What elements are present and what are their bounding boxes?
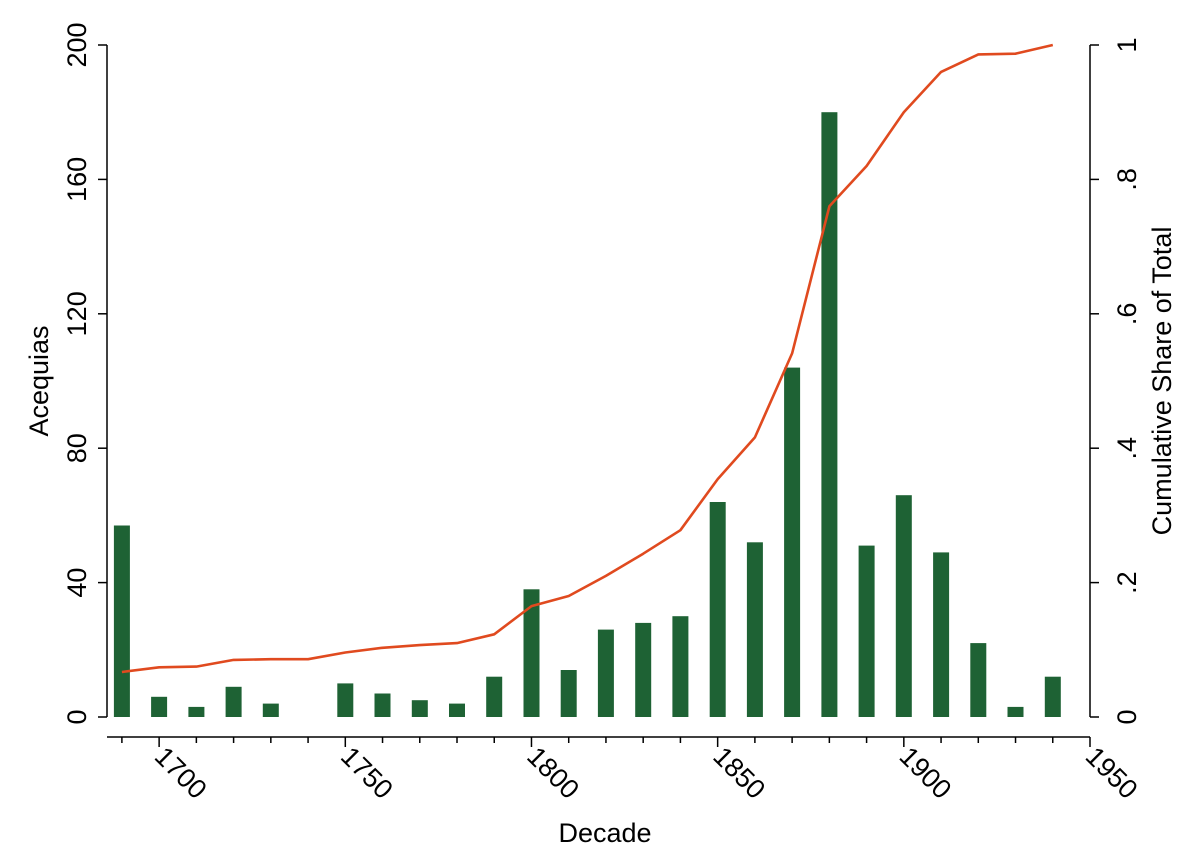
x-tick-label: 1750 [335, 741, 399, 805]
bar-1900 [895, 495, 912, 717]
y-tick-left-label: 120 [62, 291, 92, 336]
y-tick-right-label: 1 [1112, 37, 1142, 52]
bar-1790 [486, 676, 503, 717]
y-tick-left-label: 40 [62, 568, 92, 598]
cumulative-share-line [121, 43, 1054, 674]
bar-1910 [933, 552, 950, 717]
y-tick-right-label: .2 [1112, 571, 1142, 594]
bar-1940 [1044, 676, 1061, 717]
bar-1830 [635, 622, 652, 717]
bar-1860 [746, 542, 763, 717]
bar-1870 [784, 367, 801, 717]
bar-1730 [262, 703, 279, 717]
bar-1780 [449, 703, 465, 717]
bar-1820 [597, 629, 614, 717]
bar-1840 [672, 616, 689, 717]
y-axis-title-left: Acequias [24, 325, 54, 436]
bar-1750 [337, 683, 354, 717]
bar-1850 [709, 502, 726, 717]
y-tick-left-label: 200 [62, 22, 92, 67]
y-tick-right-label: 0 [1112, 709, 1142, 724]
x-tick-label: 1700 [149, 741, 213, 805]
x-tick-label: 1800 [521, 741, 585, 805]
bar-1890 [858, 545, 875, 717]
y-tick-left-label: 80 [62, 433, 92, 463]
bar-1770 [411, 700, 428, 717]
bar-1800 [523, 589, 540, 717]
bar-1710 [188, 706, 205, 717]
bar-1920 [970, 643, 987, 717]
x-tick-label: 1950 [1080, 741, 1144, 805]
x-tick-label: 1900 [894, 741, 958, 805]
bar-1810 [560, 670, 577, 717]
bar-1700 [151, 696, 168, 717]
bars-layer [113, 112, 1061, 717]
y-tick-left-label: 160 [62, 157, 92, 202]
x-tick-label: 1850 [707, 741, 771, 805]
y-tick-right-label: .4 [1112, 437, 1142, 460]
y-axis-title-right: Cumulative Share of Total [1147, 227, 1177, 536]
y-tick-right-label: .6 [1112, 303, 1142, 326]
bar-1690 [113, 525, 130, 717]
x-axis-title: Decade [558, 818, 651, 848]
y-tick-right-label: .8 [1112, 168, 1142, 191]
line-layer [121, 43, 1054, 674]
bar-1760 [374, 693, 391, 717]
bar-1720 [225, 686, 242, 717]
y-tick-left-label: 0 [62, 709, 92, 724]
bar-1930 [1007, 706, 1024, 717]
bar-1880 [821, 112, 838, 717]
